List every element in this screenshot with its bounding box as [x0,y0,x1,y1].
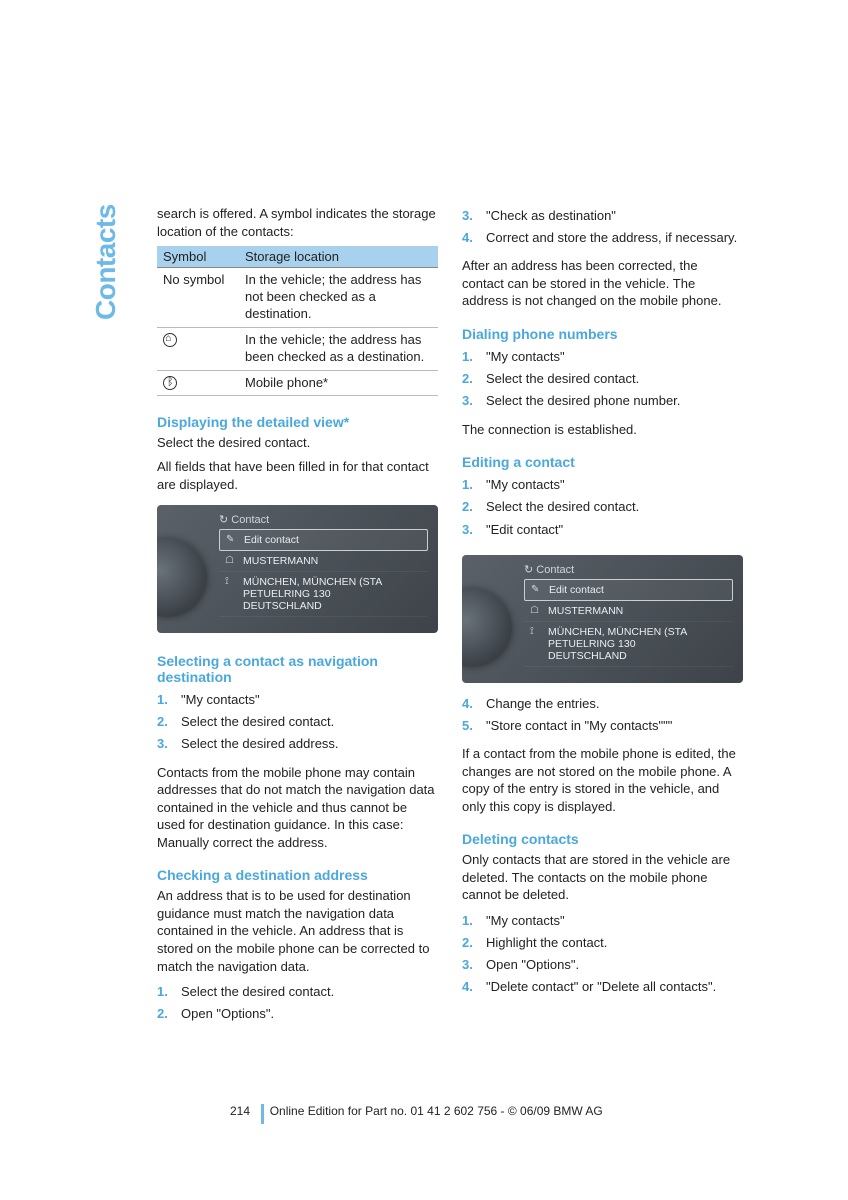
step-item: "My contacts" [462,476,743,494]
description-cell: In the vehicle; the address has not been… [239,268,438,328]
home-icon [163,333,177,347]
vehicle-ui-screenshot: ↻ Contact ✎ Edit contact ☖ MUSTERMANN ⟟ MÜNCH… [157,505,438,633]
screenshot-row: ☖ MUSTERMANN [524,601,733,622]
screenshot-row: ☖ MUSTERMANN [219,551,428,572]
body-text: If a contact from the mobile phone is ed… [462,745,743,815]
row-icon: ✎ [226,534,238,545]
step-list: "Check as destination" Correct and store … [462,207,743,251]
screenshot-row: ⟟ MÜNCHEN, MÜNCHEN (STA PETUELRING 130 DE… [219,572,428,617]
table-header: Storage location [239,246,438,268]
step-item: Correct and store the address, if necess… [462,229,743,247]
step-list: Select the desired contact. Open "Options… [157,983,438,1027]
page-footer: 214 Online Edition for Part no. 01 41 2 … [230,1104,603,1120]
symbol-cell: No symbol [157,268,239,328]
heading-detailed-view: Displaying the detailed view* [157,414,438,430]
body-text: An address that is to be used for destin… [157,887,438,975]
description-cell: In the vehicle; the address has been che… [239,327,438,370]
intro-text: search is offered. A symbol indicates th… [157,205,438,240]
heading-editing: Editing a contact [462,454,743,470]
table-header-row: Symbol Storage location [157,246,438,268]
table-row: In the vehicle; the address has been che… [157,327,438,370]
step-item: Select the desired contact. [157,713,438,731]
table-row: Mobile phone* [157,370,438,396]
body-text: All fields that have been filled in for … [157,458,438,493]
idrive-dial-icon [157,539,207,617]
step-item: "Check as destination" [462,207,743,225]
step-item: Select the desired contact. [462,498,743,516]
screenshot-list: ✎ Edit contact ☖ MUSTERMANN ⟟ MÜNCHEN, MÜNCHE… [524,579,733,667]
step-item: "My contacts" [462,912,743,930]
body-text: Contacts from the mobile phone may conta… [157,764,438,852]
step-item: "Delete contact" or "Delete all contacts… [462,978,743,996]
row-label: Edit contact [244,534,299,546]
row-label: Edit contact [549,584,604,596]
heading-check-address: Checking a destination address [157,867,438,883]
step-item: Highlight the contact. [462,934,743,952]
footer-divider-icon [261,1104,264,1124]
screenshot-list: ✎ Edit contact ☖ MUSTERMANN ⟟ MÜNCHEN, MÜNCHE… [219,529,428,617]
vehicle-ui-screenshot: ↻ Contact ✎ Edit contact ☖ MUSTERMANN ⟟ MÜNCH… [462,555,743,683]
footer-text: Online Edition for Part no. 01 41 2 602 … [270,1104,603,1118]
page-number: 214 [230,1104,250,1118]
row-icon: ✎ [531,584,543,595]
step-list: "My contacts" Highlight the contact. Open … [462,912,743,1001]
step-list: "My contacts" Select the desired contact.… [462,476,743,543]
row-icon: ⟟ [225,576,237,587]
step-item: "Edit contact" [462,521,743,539]
step-item: Select the desired address. [157,735,438,753]
screenshot-header: ↻ Contact [524,563,574,576]
bluetooth-icon [163,376,177,390]
left-column: search is offered. A symbol indicates th… [157,205,438,1033]
table-row: No symbol In the vehicle; the address ha… [157,268,438,328]
right-column: "Check as destination" Correct and store … [462,205,743,1033]
description-cell: Mobile phone* [239,370,438,396]
screenshot-row: ⟟ MÜNCHEN, MÜNCHEN (STA PETUELRING 130 DE… [524,622,733,667]
body-text: Only contacts that are stored in the veh… [462,851,743,904]
page-content: search is offered. A symbol indicates th… [157,205,743,1033]
sidebar-section-title: Contacts [90,204,122,320]
step-item: Select the desired contact. [157,983,438,1001]
idrive-dial-icon [462,589,512,667]
table-header: Symbol [157,246,239,268]
screenshot-header: ↻ Contact [219,513,269,526]
row-icon: ☖ [225,555,237,566]
step-list: "My contacts" Select the desired contact.… [157,691,438,758]
row-label: MUSTERMANN [548,605,623,617]
row-label: MÜNCHEN, MÜNCHEN (STA PETUELRING 130 DEU… [243,576,382,612]
step-item: Open "Options". [157,1005,438,1023]
row-icon: ⟟ [530,626,542,637]
body-text: Select the desired contact. [157,434,438,452]
symbol-cell [157,370,239,396]
symbol-table: Symbol Storage location No symbol In the… [157,246,438,396]
step-list: Change the entries. "Store contact in "My… [462,695,743,739]
screenshot-row: ✎ Edit contact [524,579,733,601]
step-list: "My contacts" Select the desired contact.… [462,348,743,415]
step-item: Select the desired phone number. [462,392,743,410]
step-item: Change the entries. [462,695,743,713]
step-item: "Store contact in "My contacts""" [462,717,743,735]
heading-deleting: Deleting contacts [462,831,743,847]
step-item: "My contacts" [157,691,438,709]
row-icon: ☖ [530,605,542,616]
body-text: The connection is established. [462,421,743,439]
heading-nav-destination: Selecting a contact as navigation destin… [157,653,438,685]
heading-dialing: Dialing phone numbers [462,326,743,342]
step-item: Select the desired contact. [462,370,743,388]
body-text: After an address has been corrected, the… [462,257,743,310]
row-label: MUSTERMANN [243,555,318,567]
step-item: Open "Options". [462,956,743,974]
screenshot-row: ✎ Edit contact [219,529,428,551]
symbol-cell [157,327,239,370]
step-item: "My contacts" [462,348,743,366]
row-label: MÜNCHEN, MÜNCHEN (STA PETUELRING 130 DEU… [548,626,687,662]
